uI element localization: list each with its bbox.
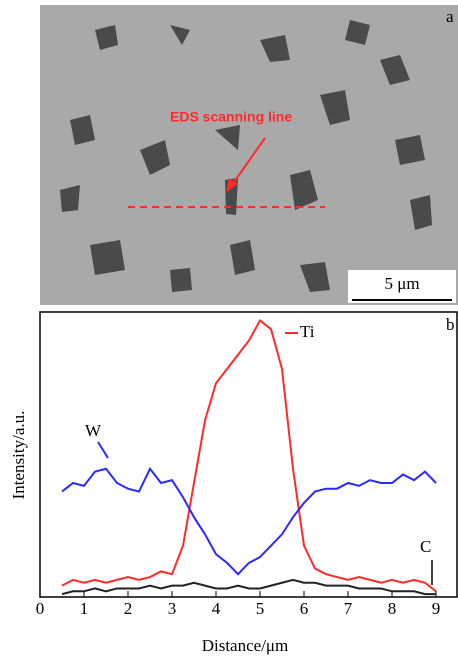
x-axis-label: Distance/μm — [202, 636, 289, 655]
x-tick-label: 8 — [388, 599, 397, 618]
x-tick-label: 9 — [432, 599, 441, 618]
x-tick-label: 0 — [36, 599, 45, 618]
annotation: EDS scanning line — [170, 109, 292, 125]
panel-label: b — [446, 315, 455, 334]
x-tick-label: 1 — [80, 599, 89, 618]
grains — [60, 20, 432, 292]
y-axis-label: Intensity/a.u. — [9, 411, 28, 500]
x-tick-label: 6 — [300, 599, 309, 618]
sem-image: EDS scanning line a 5 μm — [40, 5, 458, 305]
x-tick-label: 4 — [212, 599, 221, 618]
legend-label: W — [85, 421, 102, 440]
series-line — [61, 578, 436, 596]
plot-frame — [39, 311, 458, 598]
legend-arrow — [97, 441, 109, 459]
x-tick-label: 7 — [344, 599, 353, 618]
scale-box — [348, 270, 456, 303]
series-line — [61, 466, 437, 576]
x-tick-label: 3 — [168, 599, 177, 618]
legend-label: C — [420, 537, 431, 556]
x-tick-label: 2 — [124, 599, 133, 618]
panel-label: a — [446, 7, 454, 26]
series-line — [61, 319, 437, 593]
x-tick-label: 5 — [256, 599, 265, 618]
annotation-arrow — [231, 137, 266, 186]
scale-label: 5 μm — [384, 274, 419, 293]
legend-label: Ti — [300, 322, 315, 341]
arrow-head — [226, 178, 238, 192]
